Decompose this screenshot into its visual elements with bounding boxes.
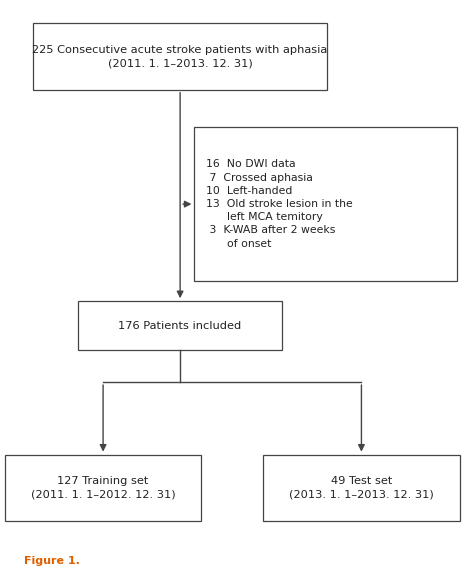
Text: 176 Patients included: 176 Patients included [118, 321, 242, 331]
Text: 127 Training set
(2011. 1. 1–2012. 12. 31): 127 Training set (2011. 1. 1–2012. 12. 3… [31, 476, 175, 500]
Text: 225 Consecutive acute stroke patients with aphasia
(2011. 1. 1–2013. 12. 31): 225 Consecutive acute stroke patients wi… [33, 45, 328, 68]
FancyBboxPatch shape [263, 455, 460, 521]
FancyBboxPatch shape [194, 127, 457, 281]
Text: 16  No DWI data
 7  Crossed aphasia
10  Left-handed
13  Old stroke lesion in the: 16 No DWI data 7 Crossed aphasia 10 Left… [206, 159, 353, 249]
Text: Figure 1.: Figure 1. [24, 556, 80, 566]
FancyBboxPatch shape [33, 23, 327, 90]
Text: 49 Test set
(2013. 1. 1–2013. 12. 31): 49 Test set (2013. 1. 1–2013. 12. 31) [289, 476, 434, 500]
FancyBboxPatch shape [78, 301, 282, 350]
FancyBboxPatch shape [5, 455, 201, 521]
